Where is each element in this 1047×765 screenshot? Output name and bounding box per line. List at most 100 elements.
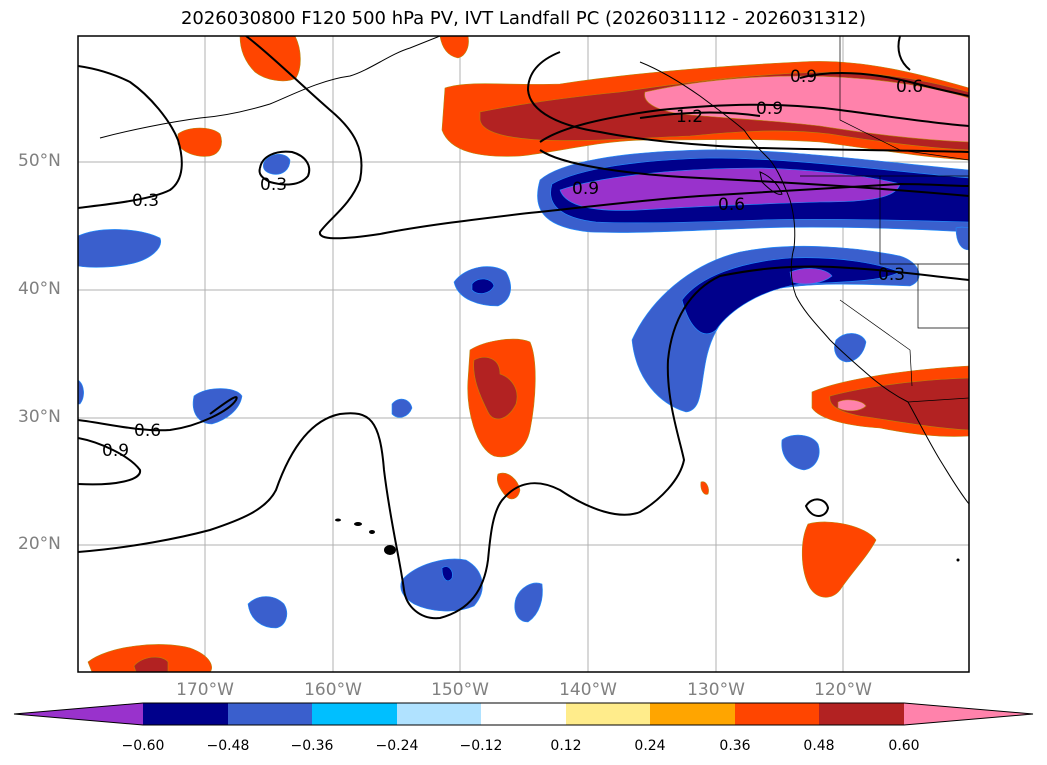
contour-label: 0.9 (756, 99, 783, 119)
negative-blob-mid-west (192, 388, 243, 425)
border-state-1 (879, 176, 969, 265)
pv-contours (78, 36, 969, 620)
us-west-coast (790, 247, 909, 403)
colorbar-bin (566, 703, 650, 725)
colorbar-extend-left (14, 703, 143, 725)
border-ca-nv (839, 299, 913, 387)
negative-blob-arc-core (681, 257, 901, 335)
positive-blob-sw-core (133, 656, 169, 672)
colorbar-tick-label: 0.12 (550, 738, 582, 754)
colorbar-bin (397, 703, 481, 725)
map-frame (77, 35, 970, 673)
positive-blob-small-central (496, 472, 521, 500)
island-mexico (956, 558, 960, 562)
coastlines (99, 36, 969, 505)
island-hawaii-2 (354, 522, 362, 526)
contour-label: 0.9 (572, 179, 599, 199)
vancouver-island (759, 171, 783, 195)
colorbar-tick-label: −0.24 (375, 738, 419, 754)
negative-blob-hawaii-n-core (471, 278, 495, 294)
negative-blob-small-3 (514, 582, 543, 623)
colorbar-bin (819, 703, 904, 725)
lon-label-160w: 160°W (304, 680, 362, 700)
negative-blob-arc-max (789, 268, 833, 285)
contour-label: 0.3 (260, 175, 287, 195)
alaska-aleutians (269, 36, 441, 105)
contour-06-long (539, 149, 969, 197)
contour-09-west (78, 437, 141, 486)
bc-coast (769, 159, 796, 249)
island-hawaii-3 (369, 530, 375, 534)
positive-blob-nw-3 (177, 127, 222, 157)
contour-label: 0.9 (102, 441, 129, 461)
contour-label: 0.3 (132, 191, 159, 211)
positive-blob-tiny (700, 481, 709, 495)
islands (335, 518, 960, 562)
contour-label: 1.2 (676, 107, 703, 127)
lat-label-50n: 50°N (18, 151, 61, 171)
negative-blob-small-2 (391, 398, 413, 418)
positive-anomalies (87, 36, 969, 672)
colorbar-bin (143, 703, 228, 725)
positive-blob-central-core (473, 357, 518, 420)
island-hawaii-1 (335, 518, 341, 522)
colorbar-bin (650, 703, 735, 725)
lon-label-120w: 120°W (814, 680, 872, 700)
lon-label-150w: 150°W (431, 680, 489, 700)
negative-blob-east (781, 434, 820, 471)
positive-blob-north-band-max (644, 75, 969, 143)
positive-blob-baja-core (829, 377, 969, 431)
lat-label-20n: 20°N (18, 534, 61, 554)
contour-09-main (539, 103, 969, 143)
colorbar-tick-label: 0.24 (634, 738, 666, 754)
lon-label-170w: 170°W (176, 680, 234, 700)
colorbar-tick-label: 0.48 (803, 738, 835, 754)
colorbar-extend-right (904, 703, 1033, 725)
colorbar-tick-label: 0.36 (719, 738, 751, 754)
contour-cap-north (799, 72, 969, 97)
colorbar-tick-label: −0.48 (206, 738, 250, 754)
contour-label: 0.3 (878, 265, 905, 285)
lon-label-130w: 130°W (687, 680, 745, 700)
colorbar-tick-label: 0.60 (888, 738, 920, 754)
colorbar-bin (228, 703, 312, 725)
colorbar-outline (13, 702, 1034, 726)
border-ak-canada (839, 36, 969, 161)
contour-06-big-loop (78, 265, 969, 620)
baja (907, 401, 969, 505)
map-area: 0.3 0.3 0.6 0.9 0.9 0.6 0.3 0.9 0.6 1.2 … (78, 36, 969, 672)
colorbar-bin (735, 703, 819, 725)
contour-03-circle (258, 150, 311, 186)
colorbar (13, 702, 1034, 726)
contour-labels: 0.3 0.3 0.6 0.9 0.9 0.6 0.3 0.9 0.6 1.2 … (102, 67, 923, 461)
alaska-panhandle (639, 61, 771, 161)
contour-03-west (78, 65, 183, 209)
aleutian-chain (99, 103, 271, 139)
negative-blob-small-4 (247, 596, 288, 629)
colorbar-tick-label: −0.36 (290, 738, 334, 754)
negative-blob-edge-e (955, 226, 969, 251)
contour-label: 0.9 (790, 67, 817, 87)
border-mexico (907, 397, 969, 403)
colorbar-tick-label: −0.60 (121, 738, 165, 754)
island-hawaii-4 (384, 545, 396, 555)
negative-blob-hawaii-s-core (441, 566, 453, 581)
colorbar-bin (481, 703, 566, 725)
positive-blob-south (801, 521, 877, 598)
negative-blob-ca (834, 333, 867, 363)
lat-label-40n: 40°N (18, 279, 61, 299)
map-title: 2026030800 F120 500 hPa PV, IVT Landfall… (180, 8, 867, 29)
colorbar-tick-label: −0.12 (459, 738, 503, 754)
contour-label: 0.6 (134, 421, 161, 441)
borders (800, 36, 969, 403)
contour-03-main (245, 36, 969, 240)
lon-label-140w: 140°W (559, 680, 617, 700)
negative-blob-small-1 (262, 153, 291, 175)
border-state-2 (917, 264, 969, 329)
contour-label: 0.6 (718, 195, 745, 215)
contour-label: 0.6 (896, 77, 923, 97)
positive-blob-baja-max (837, 399, 867, 412)
positive-blob-nw-2 (439, 36, 469, 59)
contour-ring-south (804, 498, 830, 517)
